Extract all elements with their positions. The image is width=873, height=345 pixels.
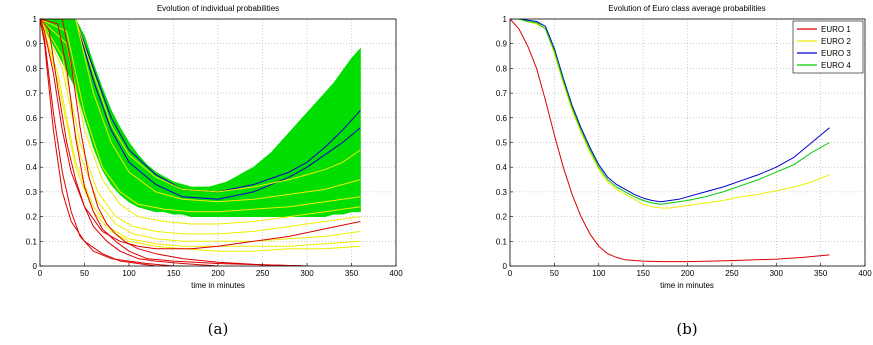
y-tick-label: 0.6 bbox=[26, 114, 38, 123]
axis-ticks: 0 50 100 150 200 250 300 350 400 0 0.1 0.2 0.3 0.4 0.5… bbox=[496, 15, 872, 278]
legend-box bbox=[792, 20, 864, 74]
subfigure-caption: (a) bbox=[208, 320, 229, 338]
legend-label: EURO 2 bbox=[821, 37, 851, 46]
y-tick-label: 0.9 bbox=[496, 40, 508, 49]
series-line bbox=[40, 19, 183, 266]
series-line bbox=[40, 19, 361, 250]
x-tick-label: 200 bbox=[681, 269, 695, 278]
y-tick-label: 1 bbox=[33, 15, 38, 24]
x-tick-label: 400 bbox=[858, 269, 872, 278]
x-tick-label: 400 bbox=[389, 269, 403, 278]
y-tick-label: 0.3 bbox=[26, 188, 38, 197]
individual-curves-band bbox=[40, 19, 361, 217]
x-tick-label: 50 bbox=[80, 269, 89, 278]
x-tick-label: 300 bbox=[770, 269, 784, 278]
y-tick-label: 0.8 bbox=[26, 64, 38, 73]
y-tick-label: 0.1 bbox=[496, 237, 508, 246]
x-tick-label: 300 bbox=[300, 269, 314, 278]
y-tick-label: 0.7 bbox=[496, 89, 508, 98]
x-tick-label: 250 bbox=[725, 269, 739, 278]
series-line bbox=[40, 19, 361, 242]
x-tick-label: 0 bbox=[38, 269, 43, 278]
y-tick-label: 0.8 bbox=[496, 64, 508, 73]
y-tick-label: 0.4 bbox=[26, 163, 38, 172]
y-tick-label: 0.4 bbox=[496, 163, 508, 172]
legend-label: EURO 3 bbox=[821, 49, 851, 58]
series-line bbox=[40, 19, 361, 252]
series-line bbox=[40, 19, 361, 213]
chart-title: Evolution of individual probabilities bbox=[157, 4, 279, 13]
x-tick-label: 150 bbox=[167, 269, 181, 278]
series-line bbox=[40, 19, 361, 203]
x-tick-label: 250 bbox=[256, 269, 270, 278]
x-axis-label: time in minutes bbox=[660, 281, 714, 290]
y-tick-label: 0.9 bbox=[26, 40, 38, 49]
series-line bbox=[510, 19, 830, 209]
x-tick-label: 350 bbox=[814, 269, 828, 278]
series-line bbox=[510, 19, 830, 263]
chart-panel-a: Evolution of individual probabilities 0 5… bbox=[26, 4, 403, 338]
series-line bbox=[40, 19, 361, 235]
x-tick-label: 100 bbox=[122, 269, 136, 278]
x-tick-label: 0 bbox=[508, 269, 513, 278]
legend-label: EURO 1 bbox=[821, 25, 851, 34]
x-tick-label: 50 bbox=[550, 269, 559, 278]
subfigure-caption: (b) bbox=[676, 320, 697, 338]
series-line bbox=[40, 19, 308, 266]
series-line bbox=[40, 19, 361, 225]
y-tick-label: 0 bbox=[33, 262, 38, 271]
y-tick-label: 0.7 bbox=[26, 89, 38, 98]
y-tick-label: 1 bbox=[503, 15, 508, 24]
series-line bbox=[40, 19, 219, 266]
series-line bbox=[40, 19, 308, 266]
series-line bbox=[40, 19, 361, 200]
y-tick-label: 0 bbox=[503, 262, 508, 271]
axis-ticks: 0 50 100 150 200 250 300 350 400 0 0.1 0.2 0.3 0.4 0.5… bbox=[26, 15, 403, 278]
x-tick-label: 150 bbox=[636, 269, 650, 278]
series-line bbox=[40, 19, 361, 247]
grid-lines bbox=[510, 19, 865, 266]
legend-label: EURO 4 bbox=[821, 61, 851, 70]
y-tick-label: 0.5 bbox=[26, 139, 38, 148]
y-tick-label: 0.3 bbox=[496, 188, 508, 197]
x-tick-label: 350 bbox=[345, 269, 359, 278]
legend: EURO 1 EURO 2 EURO 3 EURO 4 bbox=[792, 20, 864, 74]
series-line bbox=[40, 19, 361, 193]
chart-title: Evolution of Euro class average probabil… bbox=[608, 4, 765, 13]
y-tick-label: 0.1 bbox=[26, 237, 38, 246]
series-line bbox=[510, 19, 830, 203]
series-line bbox=[510, 19, 830, 205]
x-tick-label: 100 bbox=[592, 269, 606, 278]
y-tick-label: 0.2 bbox=[496, 213, 508, 222]
y-tick-label: 0.5 bbox=[496, 139, 508, 148]
x-tick-label: 200 bbox=[211, 269, 225, 278]
y-tick-label: 0.6 bbox=[496, 114, 508, 123]
plot-area bbox=[40, 19, 361, 266]
y-tick-label: 0.2 bbox=[26, 213, 38, 222]
series-line bbox=[40, 19, 174, 266]
x-axis-label: time in minutes bbox=[191, 281, 245, 290]
plot-area bbox=[510, 19, 830, 263]
chart-panel-b: Evolution of Euro class average probabil… bbox=[496, 4, 872, 338]
